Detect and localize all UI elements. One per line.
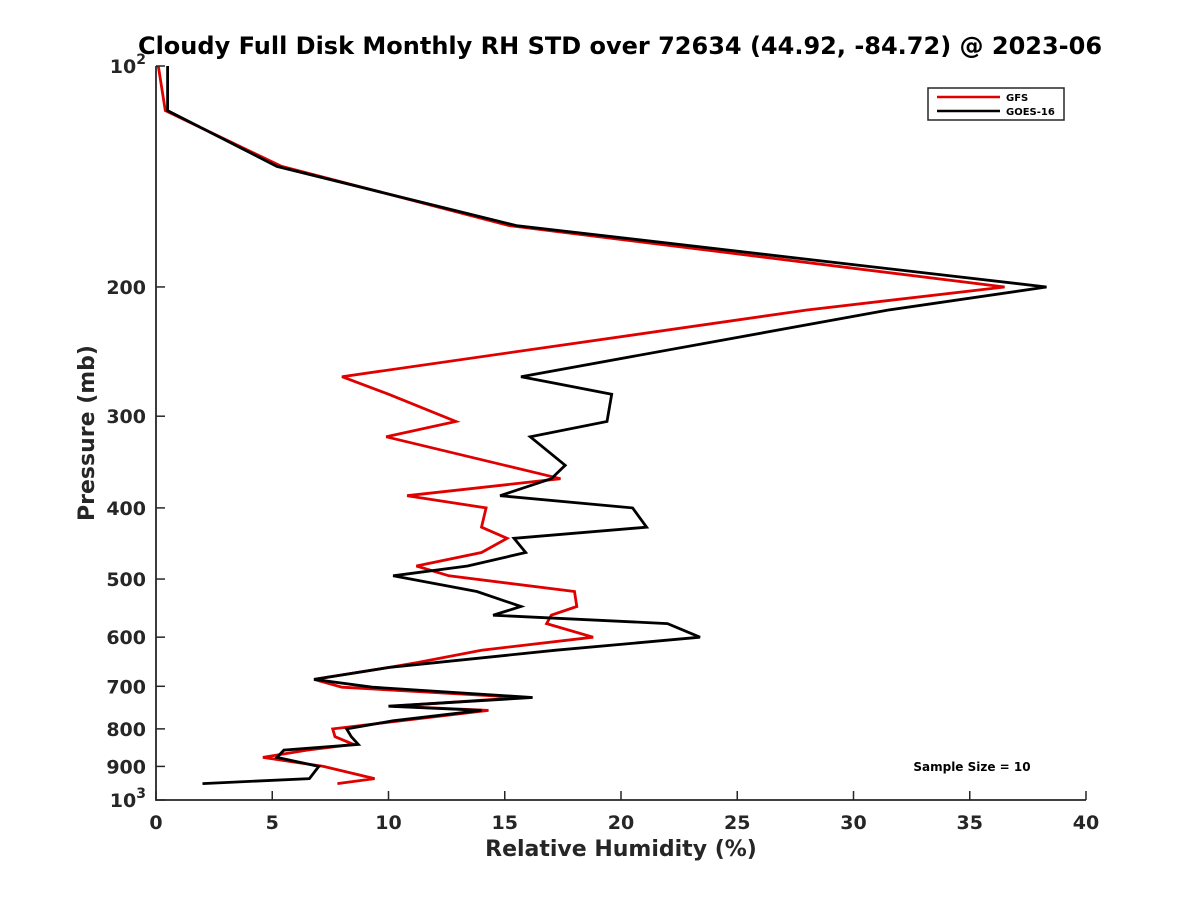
y-axis-label: Pressure (mb) [75,345,100,521]
series-layer [156,65,1047,785]
series-line-goes16 [166,66,1047,785]
x-tick-label: 0 [149,812,162,834]
y-tick-label: 500 [106,569,146,591]
y-tick-label: 200 [106,277,146,299]
legend: GFS GOES-16 [927,87,1065,121]
x-tick-label: 25 [724,812,750,834]
y-tick-label: 102 [110,52,146,78]
legend-label-goes16: GOES-16 [1006,107,1055,118]
y-tick-label: 900 [106,756,146,778]
x-tick-label: 30 [840,812,866,834]
y-tick-label: 600 [106,627,146,649]
x-tick-label: 20 [608,812,634,834]
x-tick-label: 40 [1073,812,1099,834]
series-line-gfs [156,65,1005,785]
x-axis-label: Relative Humidity (%) [485,837,757,862]
x-tick-label: 10 [375,812,401,834]
sample-size-annotation: Sample Size = 10 [913,760,1030,774]
legend-box [927,87,1065,121]
y-tick-label: 800 [106,719,146,741]
x-tick-label: 35 [957,812,983,834]
x-axis-ticks: 0 5 10 15 20 25 30 35 40 [149,791,1099,834]
x-tick-label: 15 [492,812,518,834]
plot-area [156,66,1086,800]
legend-label-gfs: GFS [1006,93,1028,104]
y-axis-ticks: 102 200 300 400 500 600 700 800 900 103 [106,52,165,812]
y-tick-label: 400 [106,498,146,520]
y-tick-label: 300 [106,406,146,428]
x-tick-label: 5 [266,812,279,834]
y-tick-label: 700 [106,676,146,698]
chart-title: Cloudy Full Disk Monthly RH STD over 726… [138,32,1102,60]
y-tick-label: 103 [110,786,146,812]
